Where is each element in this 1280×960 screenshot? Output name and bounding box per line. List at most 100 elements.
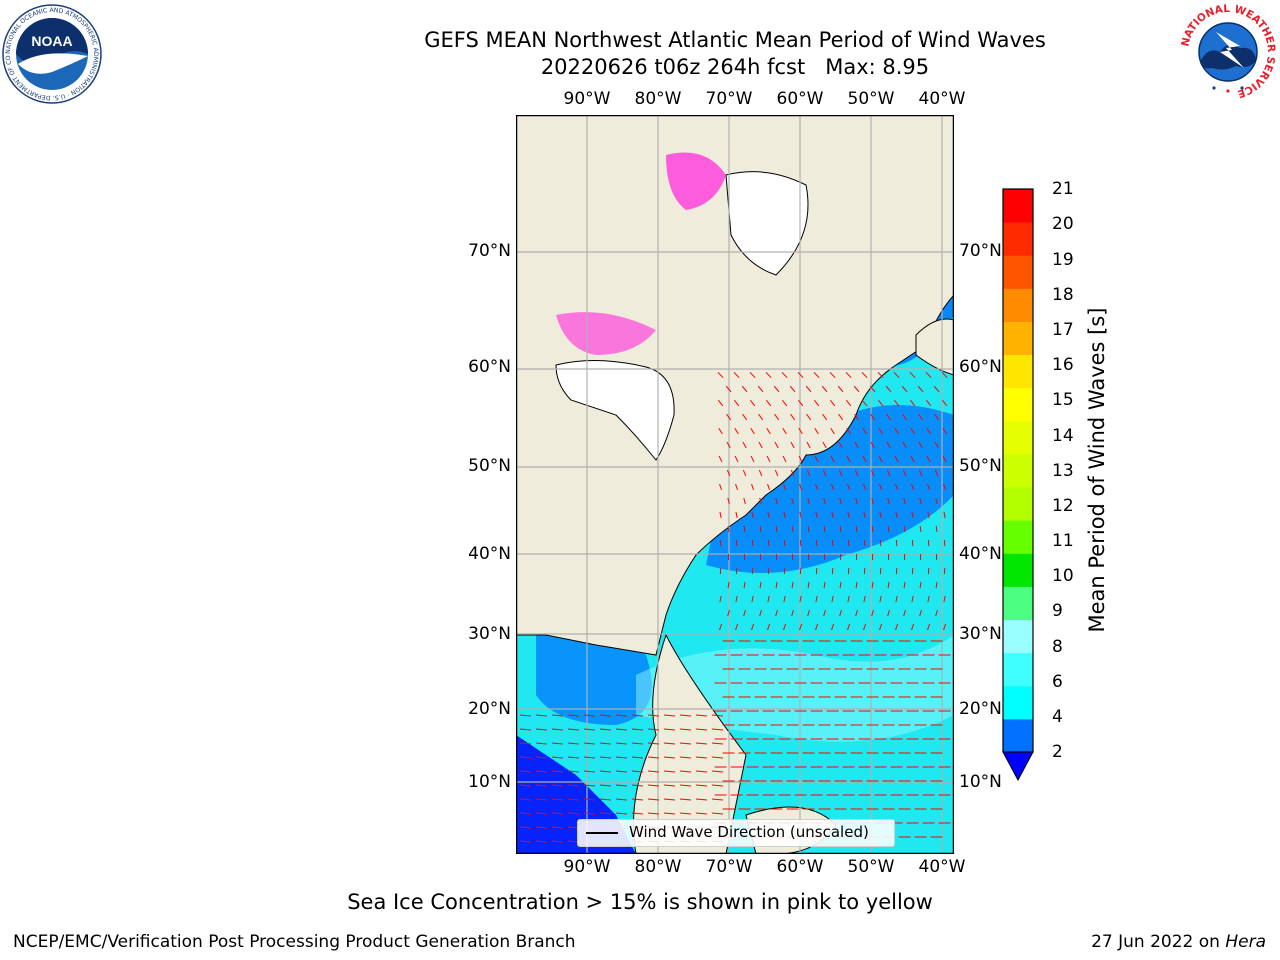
direction-arrow (663, 798, 676, 801)
direction-arrow (813, 399, 820, 407)
direction-arrow (839, 609, 842, 617)
direction-arrow (535, 728, 548, 731)
direction-arrow (711, 756, 724, 759)
direction-arrow (631, 756, 644, 759)
direction-arrow (919, 497, 922, 505)
direction-arrow (663, 812, 676, 815)
direction-arrow (735, 511, 738, 519)
colorbar-tick-14: 14 (1052, 426, 1074, 446)
direction-arrow (551, 756, 564, 759)
direction-arrow (695, 784, 708, 787)
direction-arrow (663, 728, 676, 731)
legend-label: Wind Wave Direction (unscaled) (629, 823, 869, 841)
direction-arrow (845, 399, 852, 407)
lat-label-right-20n: 20°N (959, 699, 1002, 719)
direction-arrow (583, 812, 596, 815)
direction-arrow (935, 497, 938, 505)
direction-arrow (879, 623, 883, 631)
direction-arrow (877, 399, 884, 407)
direction-arrow (615, 728, 628, 731)
direction-arrow (711, 798, 724, 801)
direction-arrow (631, 742, 644, 745)
direction-arrow (663, 742, 676, 745)
direction-arrow (941, 399, 948, 407)
direction-arrow (798, 455, 803, 463)
direction-arrow (887, 609, 890, 617)
direction-arrow (631, 812, 644, 815)
direction-arrow (893, 371, 900, 379)
direction-arrow (789, 385, 796, 393)
direction-arrow (725, 385, 732, 393)
gulf-period-band (536, 628, 652, 725)
direction-arrow (567, 756, 580, 759)
direction-arrow (535, 756, 548, 759)
direction-arrow (871, 609, 874, 617)
direction-arrow (727, 497, 730, 505)
direction-arrow (719, 595, 722, 603)
direction-arrow (815, 483, 819, 491)
direction-arrow (751, 623, 755, 631)
direction-arrow (823, 525, 826, 533)
direction-arrow (870, 441, 875, 449)
direction-arrow (863, 595, 866, 603)
direction-arrow (535, 826, 548, 829)
direction-arrow (887, 581, 890, 589)
footer-host: Hera (1225, 932, 1266, 952)
direction-arrow (663, 784, 676, 787)
direction-arrow (758, 413, 764, 421)
direction-arrow (695, 714, 708, 717)
direction-arrow (551, 742, 564, 745)
direction-arrow (583, 714, 596, 717)
colorbar-tick-2: 2 (1052, 742, 1063, 762)
direction-arrow (909, 371, 916, 379)
colorbar-segment (1003, 520, 1033, 554)
direction-arrow (535, 798, 548, 801)
wave-period-map[interactable] (516, 115, 954, 854)
colorbar-label: Mean Period of Wind Waves [s] (1085, 307, 1109, 633)
direction-arrow (943, 595, 946, 603)
direction-arrow (583, 784, 596, 787)
colorbar-under-arrow (1002, 751, 1034, 782)
direction-arrow (583, 756, 596, 759)
direction-arrow (942, 427, 947, 435)
direction-arrow (742, 469, 747, 477)
direction-arrow (711, 784, 724, 787)
direction-arrow (750, 427, 755, 435)
direction-arrow (718, 427, 723, 435)
direction-arrow (823, 497, 826, 505)
direction-arrow (615, 798, 628, 801)
direction-arrow (943, 483, 947, 491)
direction-arrow (519, 770, 532, 773)
lon-label-bottom-60w: 60°W (776, 857, 824, 877)
direction-arrow (879, 511, 882, 519)
direction-arrow (734, 427, 739, 435)
colorbar (1002, 188, 1034, 782)
direction-arrow (599, 714, 612, 717)
direction-arrow (751, 595, 754, 603)
graticule (516, 115, 954, 854)
direction-arrow (567, 770, 580, 773)
direction-arrow (647, 728, 660, 731)
direction-arrow (935, 525, 938, 533)
direction-arrow (925, 371, 932, 379)
direction-arrow (726, 469, 731, 477)
colorbar-segment (1003, 553, 1033, 587)
lat-label-left-10n: 10°N (468, 772, 511, 792)
colorbar-tick-21: 21 (1052, 179, 1074, 199)
title-line-1: GEFS MEAN Northwest Atlantic Mean Period… (424, 28, 1046, 52)
direction-arrow (807, 581, 810, 589)
direction-arrow (759, 525, 762, 533)
direction-arrow (830, 455, 835, 463)
colorbar-segment (1003, 453, 1033, 488)
direction-arrow (935, 609, 938, 617)
direction-arrow (551, 728, 564, 731)
direction-arrow (711, 812, 724, 815)
direction-arrow (743, 609, 746, 617)
direction-arrow (909, 399, 916, 407)
direction-arrow (631, 798, 644, 801)
direction-arrow (823, 609, 826, 617)
colorbar-segment (1003, 387, 1033, 422)
direction-arrow (766, 427, 771, 435)
direction-arrow (741, 385, 748, 393)
direction-arrow (583, 798, 596, 801)
